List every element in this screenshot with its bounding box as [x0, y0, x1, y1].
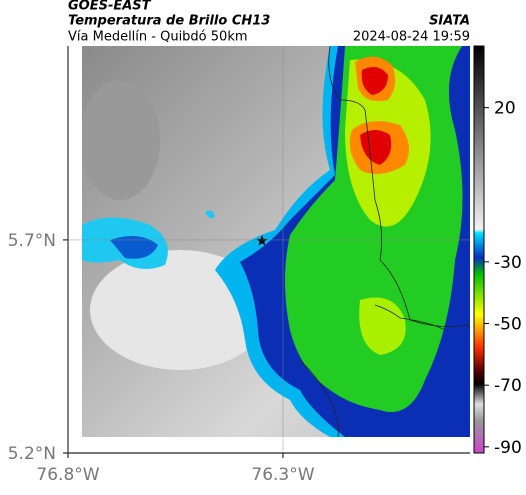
- datetime: 2024-08-24 19:59: [353, 30, 470, 45]
- colorbar-label: -30: [494, 253, 522, 273]
- subtitle: Vía Medellín - Quibdó 50km: [68, 30, 248, 45]
- colorbar-label: -50: [494, 315, 522, 335]
- satellite-image: [82, 46, 470, 437]
- lat-label: 5.2°N: [8, 444, 56, 464]
- colorbar: [473, 45, 485, 454]
- lon-label: 76.3°W: [251, 465, 314, 485]
- colorbar-label: -70: [494, 376, 522, 396]
- lat-label: 5.7°N: [8, 231, 56, 251]
- colorbar-label: 20: [494, 99, 516, 119]
- location-marker: [256, 235, 268, 246]
- colorbar-label: -90: [494, 438, 522, 458]
- source: GOES-EAST: [68, 0, 152, 14]
- lon-label: 76.8°W: [36, 465, 99, 485]
- title: Temperatura de Brillo CH13: [68, 14, 270, 29]
- org: SIATA: [429, 14, 470, 29]
